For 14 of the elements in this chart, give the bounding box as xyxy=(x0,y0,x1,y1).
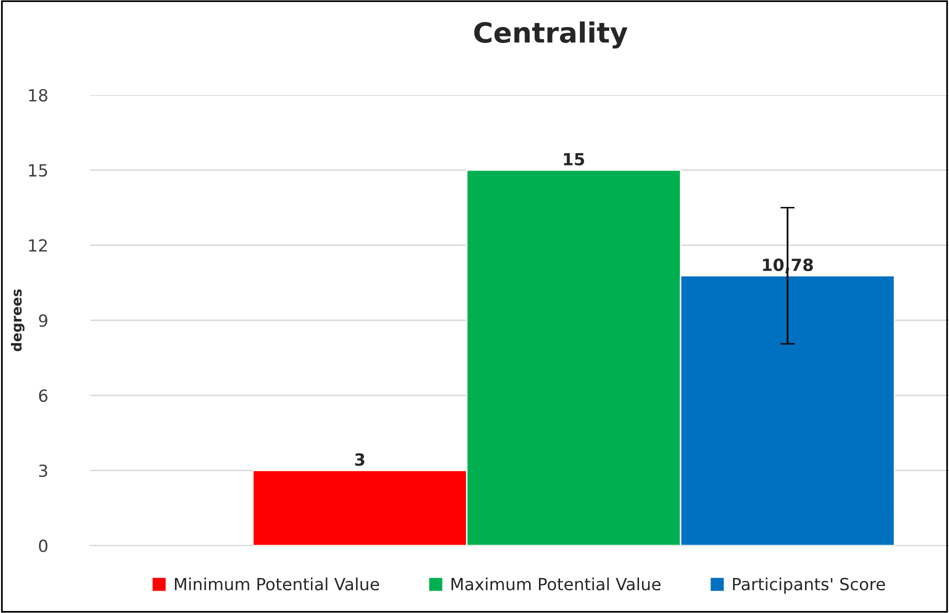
y-tick-label: 12 xyxy=(29,239,47,252)
y-tick-label: 15 xyxy=(29,164,48,177)
chart-title: Centrality xyxy=(474,21,628,49)
y-tick-label: 9 xyxy=(38,314,48,327)
data-label: 3 xyxy=(355,453,364,466)
y-axis-title: degrees xyxy=(10,289,24,352)
legend-label: Maximum Potential Value xyxy=(452,578,661,590)
y-tick-label: 0 xyxy=(38,540,48,552)
y-tick-label: 18 xyxy=(29,88,48,102)
legend-label: Participants' Score xyxy=(733,578,885,594)
y-tick-label: 3 xyxy=(39,464,48,478)
y-tick-label: 6 xyxy=(39,389,48,402)
data-label: 15 xyxy=(564,153,584,166)
legend-label: Minimum Potential Value xyxy=(174,578,380,590)
